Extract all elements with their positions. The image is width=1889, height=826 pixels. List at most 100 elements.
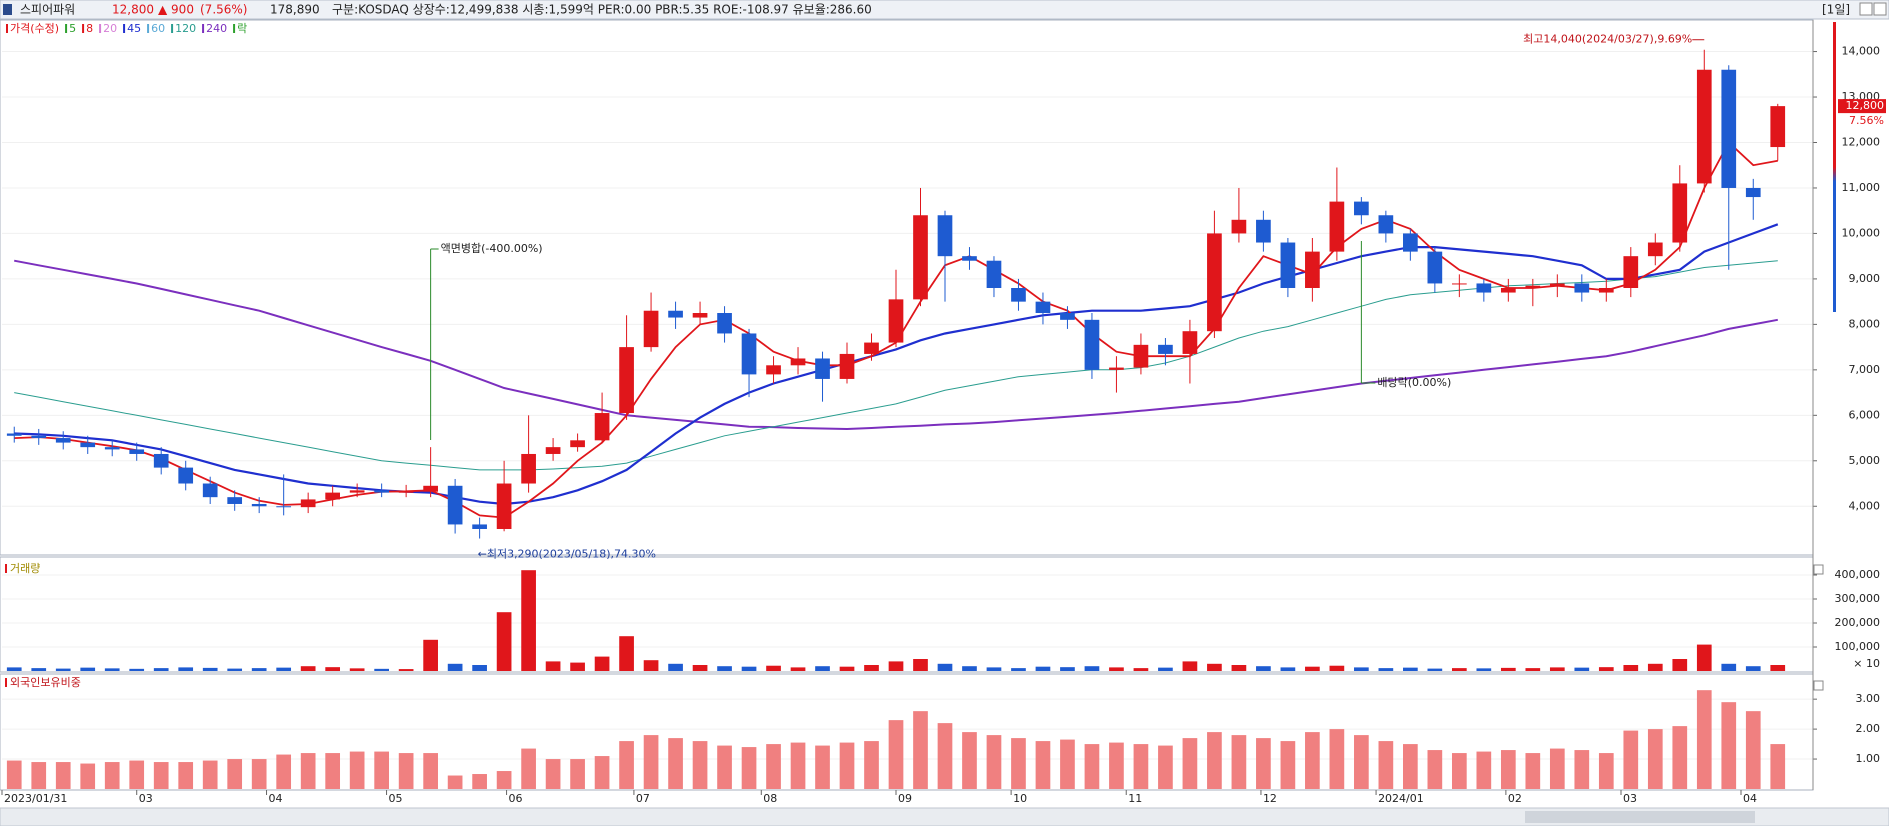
candle-body (692, 313, 708, 318)
bar (668, 738, 683, 789)
bar (227, 759, 243, 789)
panel-button[interactable] (1813, 564, 1824, 575)
bar (1060, 739, 1075, 789)
bar (1378, 741, 1394, 789)
bar (129, 668, 145, 671)
bar (349, 668, 365, 671)
candle-body (1427, 251, 1443, 284)
candle-body (962, 256, 977, 261)
bar (325, 753, 341, 789)
stock-name: 스피어파워 (20, 3, 75, 17)
bar (325, 667, 341, 671)
x-tick-label: 03 (139, 792, 153, 805)
bar (1305, 732, 1320, 789)
bar (202, 760, 218, 789)
bar (31, 668, 47, 671)
candle-body (6, 433, 22, 436)
close-button[interactable] (1873, 2, 1887, 16)
candle-body (55, 438, 71, 443)
bar (1403, 744, 1418, 789)
candle-body (202, 483, 218, 498)
candle-body (1305, 251, 1320, 288)
candle-body (986, 260, 1002, 288)
bar (937, 663, 953, 671)
x-tick-label: 04 (1743, 792, 1757, 805)
bar (1427, 750, 1443, 789)
period[interactable]: [1일] (1822, 3, 1850, 17)
candle-body (1745, 187, 1761, 198)
candle-body (1231, 219, 1247, 234)
bar (1305, 666, 1320, 671)
bar (815, 745, 830, 789)
bar (1231, 665, 1247, 671)
bar (1574, 667, 1590, 671)
candle-body (1721, 69, 1737, 188)
bar (619, 741, 634, 789)
bar (888, 720, 904, 789)
y-tick-label: 5,000 (1849, 454, 1881, 467)
x-tick-label: 09 (898, 792, 912, 805)
candle-body (521, 453, 536, 484)
scroll-thumb[interactable] (1525, 811, 1755, 823)
bar (227, 668, 243, 671)
candle-body (545, 447, 561, 454)
bar (104, 668, 120, 671)
bar (790, 667, 806, 671)
x-tick-label: 02 (1508, 792, 1522, 805)
bar (643, 660, 659, 671)
candle-body (839, 353, 855, 379)
candle-body (1672, 183, 1688, 243)
bar (1158, 745, 1173, 789)
bar (55, 668, 71, 671)
bar (1354, 667, 1369, 671)
candle-body (398, 491, 414, 493)
bar (864, 665, 879, 671)
x-tick-label: 2023/01/31 (4, 792, 67, 805)
y-tick-label: 300,000 (1835, 592, 1881, 605)
candle-body (766, 365, 781, 375)
legend-label: 가격(수정) (10, 22, 59, 35)
scrollbar[interactable] (0, 807, 1889, 826)
bar (962, 666, 977, 671)
candle-body (129, 449, 145, 454)
bar (766, 665, 781, 671)
bar (1158, 667, 1173, 671)
candle-body (423, 485, 438, 492)
bar (251, 668, 267, 671)
candle-body (447, 485, 463, 525)
bar (643, 735, 659, 789)
x-tick-label: 08 (763, 792, 777, 805)
bar (717, 745, 732, 789)
x-tick-label: 12 (1263, 792, 1277, 805)
y-tick-label: 11,000 (1842, 181, 1881, 194)
bar (1721, 663, 1737, 671)
bar (349, 751, 365, 789)
candle-body (1207, 233, 1222, 332)
bar (1329, 665, 1345, 671)
panel-button[interactable] (1813, 680, 1824, 691)
bar (1109, 667, 1124, 671)
candle-body (1451, 283, 1467, 285)
legend-label: 락 (237, 22, 247, 35)
x-tick-label: 06 (509, 792, 523, 805)
panel-title: 거래량 (10, 562, 40, 575)
bar (1207, 732, 1222, 789)
bar (1451, 668, 1467, 671)
y-tick-label: 100,000 (1835, 640, 1881, 653)
bar (1451, 753, 1467, 789)
candle-body (1598, 288, 1614, 293)
panel-swatch (5, 678, 7, 687)
legend-swatch (202, 24, 205, 33)
bar (1378, 668, 1394, 671)
bar (986, 735, 1002, 789)
header-icon (3, 4, 12, 15)
bar (521, 748, 536, 789)
y-tick-label: 2.00 (1856, 722, 1881, 735)
candle-body (864, 342, 879, 354)
annotation-dividend: 배당락(0.00%) (1377, 376, 1451, 389)
window-button[interactable] (1859, 2, 1873, 16)
price: 12,800 (112, 3, 154, 17)
x-tick-label: 2024/01 (1378, 792, 1424, 805)
candle-body (300, 499, 316, 508)
